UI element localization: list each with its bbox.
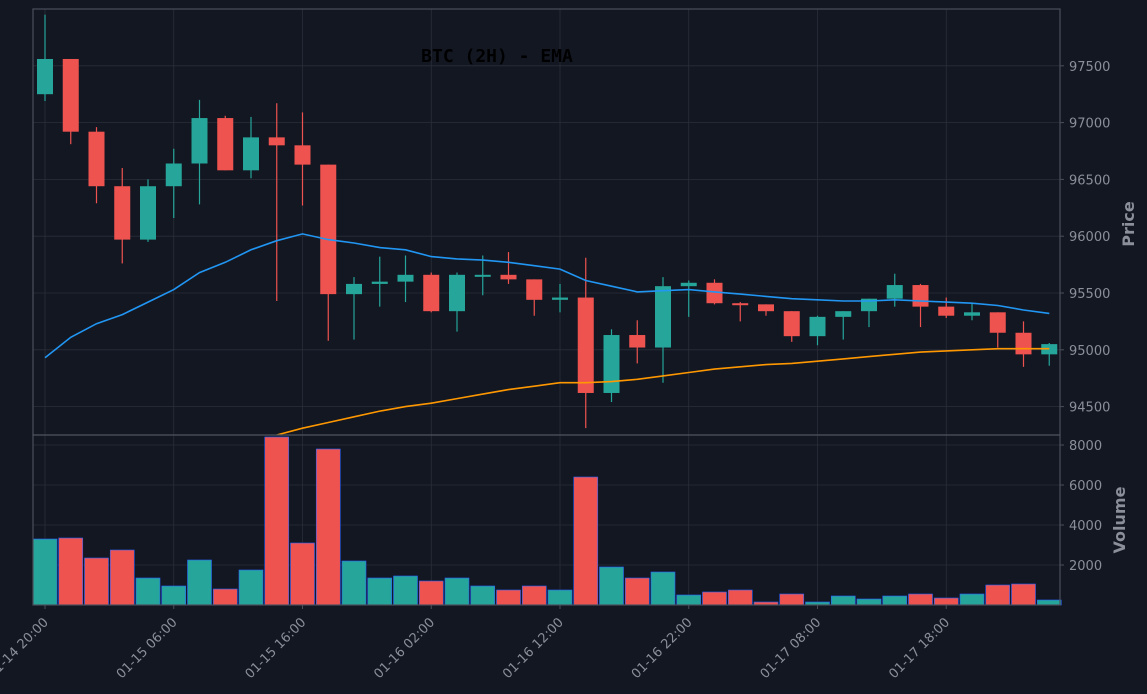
- volume-bar: [290, 542, 315, 606]
- candle-group: [37, 14, 1058, 435]
- candle-body: [294, 145, 311, 165]
- volume-bar: [959, 593, 985, 606]
- candle-body: [165, 163, 182, 187]
- price-axis-title: Price: [1119, 201, 1138, 247]
- volume-bar: [573, 476, 599, 606]
- candle-body: [629, 335, 646, 348]
- volume-bar: [702, 591, 727, 606]
- candle-body: [1015, 332, 1032, 355]
- candles: [37, 14, 1058, 435]
- volume-bar: [521, 585, 547, 606]
- candle-body: [758, 304, 774, 312]
- candle-body: [217, 118, 234, 171]
- volume-bar: [676, 594, 702, 606]
- volume-bar: [830, 595, 856, 606]
- price-tick-label: 95500: [1069, 287, 1110, 302]
- volume-bar: [933, 597, 959, 606]
- volume-panel-frame: [32, 434, 1061, 606]
- volume-bar: [187, 559, 212, 606]
- volume-bar: [624, 577, 650, 606]
- candle-body: [37, 58, 53, 95]
- price-tick-label: 97000: [1069, 117, 1110, 132]
- candle-body: [732, 303, 749, 306]
- candle-body: [243, 137, 259, 171]
- ema-fast-line: [44, 233, 1050, 359]
- chart-title: BTC (2H) - EMA: [421, 46, 573, 67]
- volume-bar: [496, 589, 521, 606]
- volume-bar: [393, 575, 418, 606]
- volume-bar: [32, 538, 58, 606]
- panel-frames: [32, 8, 1061, 606]
- volume-bar: [650, 571, 676, 606]
- candle-body: [371, 281, 388, 284]
- volume-bar: [315, 448, 341, 606]
- volume-tick-label: 8000: [1069, 439, 1102, 454]
- volume-bar: [547, 589, 573, 606]
- candle-body: [474, 274, 491, 277]
- volume-bar: [135, 577, 161, 606]
- volume-axis-title: Volume: [1110, 486, 1129, 553]
- candle-body: [397, 274, 414, 282]
- volume-tick-label: 2000: [1069, 559, 1102, 574]
- candle-body: [783, 311, 800, 337]
- candle-body: [140, 186, 156, 240]
- volume-tick-label: 4000: [1069, 519, 1102, 534]
- candle-body: [526, 279, 543, 300]
- candle-body: [268, 137, 285, 146]
- price-tick-label: 95000: [1069, 344, 1110, 359]
- candle-body: [989, 312, 1006, 333]
- candle-body: [191, 118, 208, 164]
- candle-body: [346, 283, 362, 295]
- price-tick-label: 96500: [1069, 173, 1110, 188]
- volume-bar: [599, 566, 624, 606]
- candle-body: [500, 274, 517, 280]
- volume-bar: [1011, 583, 1036, 606]
- candle-body: [320, 164, 337, 295]
- candle-body: [938, 306, 955, 316]
- volume-bar: [882, 595, 908, 606]
- volume-bar: [109, 549, 135, 606]
- candle-body: [706, 282, 723, 304]
- volume-bar: [470, 585, 496, 606]
- volume-bar: [985, 584, 1011, 606]
- candle-body: [655, 286, 671, 348]
- price-tick-label: 94500: [1069, 401, 1110, 416]
- volume-bar: [161, 585, 187, 606]
- volume-bar: [84, 557, 109, 606]
- candle-body: [861, 298, 877, 312]
- volume-bar: [264, 436, 290, 606]
- volume-bar: [418, 580, 444, 606]
- volume-bar: [238, 569, 264, 606]
- candle-body: [603, 335, 620, 393]
- volume-bar: [1036, 599, 1062, 606]
- candle-body: [912, 285, 929, 307]
- candle-body: [552, 297, 568, 300]
- volume-bar: [856, 598, 882, 606]
- volume-bar: [367, 577, 393, 606]
- volume-bar: [444, 577, 470, 606]
- volume-bar: [779, 593, 805, 606]
- candle-body: [809, 316, 826, 337]
- candle-body: [449, 274, 465, 312]
- volume-bar: [341, 560, 367, 606]
- candle-body: [577, 297, 594, 393]
- volume-bar: [212, 588, 238, 606]
- candle-body: [680, 282, 697, 287]
- price-tick-label: 97500: [1069, 60, 1110, 75]
- volume-bar: [727, 589, 753, 606]
- volume-bar: [908, 593, 933, 606]
- volume-bar: [58, 537, 84, 606]
- candle-body: [964, 312, 980, 316]
- candle-body: [835, 311, 852, 317]
- volume-tick-label: 6000: [1069, 479, 1102, 494]
- candle-body: [62, 58, 79, 132]
- candle-body: [886, 285, 903, 299]
- ema-slow-line: [276, 347, 1050, 435]
- price-tick-label: 96000: [1069, 230, 1110, 245]
- candle-body: [88, 131, 105, 187]
- candle-body: [114, 186, 131, 240]
- candle-body: [423, 274, 440, 312]
